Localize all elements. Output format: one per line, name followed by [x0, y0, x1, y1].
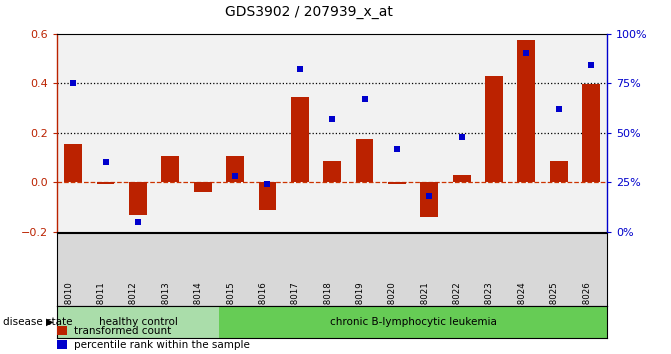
Bar: [485, 76, 503, 182]
Bar: [64, 144, 82, 182]
Bar: [550, 161, 568, 182]
Point: [295, 67, 305, 72]
Point: [456, 134, 467, 139]
Bar: [57, 306, 219, 338]
Point: [391, 146, 402, 152]
Point: [586, 63, 597, 68]
Bar: [388, 182, 406, 183]
Bar: [129, 182, 147, 215]
Bar: [291, 97, 309, 182]
Point: [424, 193, 435, 199]
Bar: [162, 156, 179, 182]
Bar: [453, 175, 470, 182]
Point: [262, 182, 273, 187]
Text: ▶: ▶: [46, 317, 54, 327]
Point: [133, 219, 144, 225]
Bar: [57, 340, 67, 349]
Bar: [219, 306, 607, 338]
Point: [229, 173, 240, 179]
Bar: [356, 139, 374, 182]
Point: [521, 51, 531, 56]
Text: percentile rank within the sample: percentile rank within the sample: [74, 340, 250, 350]
Point: [554, 106, 564, 112]
Point: [327, 116, 338, 122]
Bar: [420, 182, 438, 217]
Point: [359, 96, 370, 102]
Text: chronic B-lymphocytic leukemia: chronic B-lymphocytic leukemia: [329, 317, 497, 327]
Text: healthy control: healthy control: [99, 317, 177, 327]
Text: disease state: disease state: [3, 317, 73, 327]
Bar: [258, 182, 276, 210]
Point: [68, 80, 79, 86]
Bar: [582, 84, 600, 182]
Text: transformed count: transformed count: [74, 326, 171, 336]
Text: GDS3902 / 207939_x_at: GDS3902 / 207939_x_at: [225, 5, 393, 19]
Bar: [97, 182, 115, 183]
Point: [100, 160, 111, 165]
Bar: [323, 161, 341, 182]
Bar: [517, 40, 535, 182]
Bar: [194, 182, 211, 192]
Bar: [57, 326, 67, 335]
Bar: [226, 156, 244, 182]
